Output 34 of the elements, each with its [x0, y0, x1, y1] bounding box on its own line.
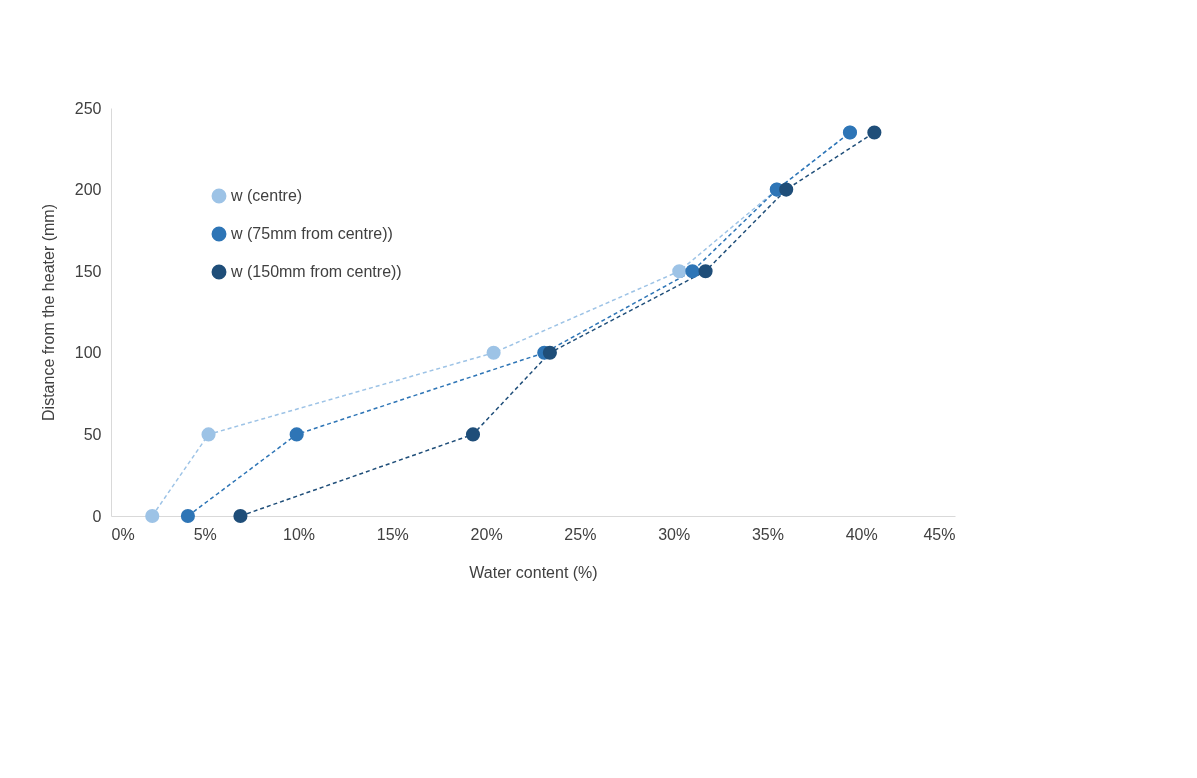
x-tick-label: 25%	[564, 525, 597, 543]
point	[289, 427, 304, 442]
y-tick-label: 0	[92, 507, 102, 525]
legend-label: w (75mm from centre))	[230, 225, 393, 242]
point	[486, 345, 501, 360]
x-tick-label: 35%	[751, 525, 784, 543]
x-axis-title: Water content (%)	[469, 563, 598, 581]
point	[145, 508, 160, 524]
x-tick-label: 10%	[283, 525, 316, 543]
point	[867, 125, 882, 140]
point	[233, 508, 248, 524]
y-tick-label: 200	[74, 181, 102, 199]
point	[465, 427, 481, 442]
x-tick-label: 0%	[111, 525, 135, 543]
point	[698, 264, 713, 279]
point	[685, 264, 700, 279]
legend-label: w (centre)	[230, 187, 303, 204]
point	[180, 508, 195, 524]
point	[779, 182, 794, 197]
x-tick-label: 40%	[845, 525, 878, 543]
y-axis-title: Distance from the heater (mm)	[39, 204, 57, 421]
x-tick-label: 5%	[193, 525, 217, 543]
point	[542, 345, 557, 360]
x-tick-label: 15%	[376, 525, 409, 543]
y-tick-label: 150	[74, 262, 102, 280]
y-tick-label: 50	[83, 425, 102, 443]
point	[672, 264, 687, 279]
x-tick-label: 45%	[923, 525, 956, 543]
legend-label: w (150mm from centre))	[230, 263, 402, 280]
y-tick-label: 100	[74, 344, 102, 362]
x-tick-label: 20%	[470, 525, 503, 543]
point	[201, 427, 216, 442]
x-tick-label: 30%	[658, 525, 691, 543]
y-tick-label: 250	[74, 99, 102, 117]
